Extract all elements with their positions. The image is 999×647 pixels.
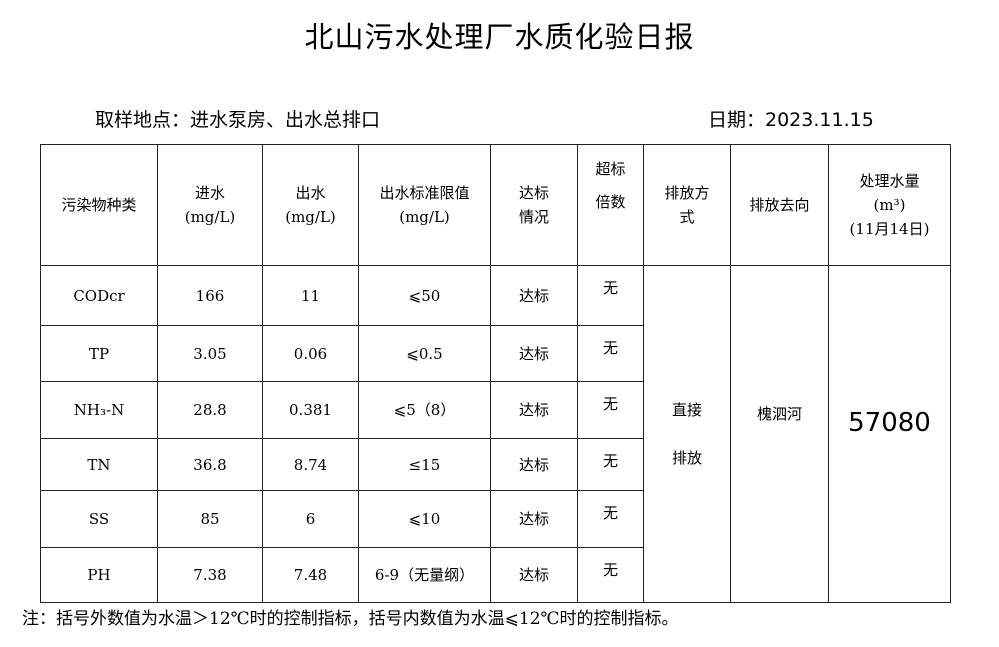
cell-compliance: 达标 bbox=[490, 490, 578, 548]
cell-exceed: 无 bbox=[577, 325, 644, 382]
cell-exceed: 无 bbox=[577, 265, 644, 326]
cell-limit: ⩽0.5 bbox=[358, 325, 491, 382]
table-body: CODcr 166 11 ⩽50 达标无直接 排放 槐泗河 57080 TP 3.05 0.06 ⩽0… bbox=[40, 265, 951, 603]
cell-inflow: 28.8 bbox=[157, 381, 263, 439]
cell-pollutant: TP bbox=[40, 325, 158, 382]
table-row: SS 85 6 ⩽10 达标无 bbox=[40, 490, 951, 548]
cell-compliance: 达标 bbox=[490, 438, 578, 491]
header-volume-label: 处理水量 bbox=[859, 172, 920, 190]
header-compliance: 达标 情况 bbox=[490, 144, 578, 266]
cell-limit: 6-9（无量纲） bbox=[358, 547, 491, 603]
cell-outflow: 8.74 bbox=[262, 438, 359, 491]
cell-inflow: 85 bbox=[157, 490, 263, 548]
discharge-method: 直接 排放 bbox=[643, 265, 731, 603]
footnote: 注：括号外数值为水温＞12℃时的控制指标，括号内数值为水温⩽12℃时的控制指标。 bbox=[22, 609, 679, 629]
header-inflow-label: 进水 bbox=[194, 184, 225, 202]
cell-limit: ⩽5（8） bbox=[358, 381, 491, 439]
discharge-method-line2: 排放 bbox=[671, 449, 702, 467]
cell-pollutant: TN bbox=[40, 438, 158, 491]
cell-inflow: 7.38 bbox=[157, 547, 263, 603]
table-row: CODcr 166 11 ⩽50 达标无直接 排放 槐泗河 57080 bbox=[40, 265, 951, 603]
cell-compliance: 达标 bbox=[490, 381, 578, 439]
header-outflow: 出水 (mg/L) bbox=[262, 144, 359, 266]
report-title: 北山污水处理厂水质化验日报 bbox=[304, 20, 695, 54]
header-exceed-line2: 倍数 bbox=[595, 193, 626, 211]
cell-outflow: 6 bbox=[262, 490, 359, 548]
cell-compliance: 达标 bbox=[490, 547, 578, 603]
header-volume-date: (11月14日) bbox=[849, 220, 930, 238]
header-discharge-method-line1: 排放方 bbox=[664, 184, 710, 202]
header-inflow-unit: (mg/L) bbox=[184, 208, 236, 226]
header-discharge-dest: 排放去向 bbox=[730, 144, 829, 266]
cell-pollutant: CODcr bbox=[40, 265, 158, 326]
cell-limit: ≤15 bbox=[358, 438, 491, 491]
cell-outflow: 11 bbox=[262, 265, 359, 326]
header-outflow-label: 出水 bbox=[295, 184, 326, 202]
cell-pollutant: NH₃-N bbox=[40, 381, 158, 439]
header-limit-unit: (mg/L) bbox=[399, 208, 450, 226]
header-inflow: 进水 (mg/L) bbox=[157, 144, 263, 266]
cell-outflow: 7.48 bbox=[262, 547, 359, 603]
header-limit-label: 出水标准限值 bbox=[379, 184, 470, 202]
cell-pollutant: PH bbox=[40, 547, 158, 603]
header-compliance-line1: 达标 bbox=[518, 184, 549, 202]
header-limit: 出水标准限值 (mg/L) bbox=[358, 144, 491, 266]
discharge-destination: 槐泗河 bbox=[730, 265, 829, 603]
header-volume-unit: (m³) bbox=[873, 196, 906, 214]
cell-inflow: 3.05 bbox=[157, 325, 263, 382]
cell-outflow: 0.381 bbox=[262, 381, 359, 439]
cell-compliance: 达标 bbox=[490, 265, 578, 326]
header-exceed-line1: 超标 bbox=[595, 160, 626, 178]
discharge-method-line1: 直接 bbox=[671, 401, 702, 419]
header-exceed: 超标 倍数 bbox=[577, 144, 644, 266]
cell-exceed: 无 bbox=[577, 490, 644, 548]
header-row: 污染物种类 进水 (mg/L) 出水 (mg/L) 出水标准限值 (mg/L) 达标情… bbox=[40, 144, 951, 266]
table-row: PH 7.38 7.48 6-9（无量纲） 达标无 bbox=[40, 547, 951, 603]
header-outflow-unit: (mg/L) bbox=[285, 208, 336, 226]
table-row: TN 36.8 8.74 ≤15 达标无 bbox=[40, 438, 951, 491]
report-date: 日期：2023.11.15 bbox=[708, 109, 874, 131]
cell-exceed: 无 bbox=[577, 438, 644, 491]
cell-compliance: 达标 bbox=[490, 325, 578, 382]
cell-inflow: 36.8 bbox=[157, 438, 263, 491]
cell-inflow: 166 bbox=[157, 265, 263, 326]
water-quality-table: 污染物种类 进水 (mg/L) 出水 (mg/L) 出水标准限值 (mg/L) 达标情… bbox=[40, 144, 951, 603]
header-discharge-method: 排放方式 bbox=[643, 144, 731, 266]
cell-exceed: 无 bbox=[577, 547, 644, 603]
table-row: NH₃-N 28.8 0.381 ⩽5（8） 达标无 bbox=[40, 381, 951, 439]
cell-outflow: 0.06 bbox=[262, 325, 359, 382]
cell-limit: ⩽50 bbox=[358, 265, 491, 326]
header-discharge-method-line2: 式 bbox=[679, 208, 695, 226]
cell-limit: ⩽10 bbox=[358, 490, 491, 548]
treated-volume: 57080 bbox=[828, 265, 951, 603]
table-row: TP 3.05 0.06 ⩽0.5 达标无 bbox=[40, 325, 951, 382]
cell-pollutant: SS bbox=[40, 490, 158, 548]
sampling-location: 取样地点：进水泵房、出水总排口 bbox=[95, 109, 381, 131]
header-pollutant: 污染物种类 bbox=[40, 144, 158, 266]
header-volume: 处理水量 (m³) (11月14日) bbox=[828, 144, 951, 266]
cell-exceed: 无 bbox=[577, 381, 644, 439]
header-compliance-line2: 情况 bbox=[518, 208, 549, 226]
